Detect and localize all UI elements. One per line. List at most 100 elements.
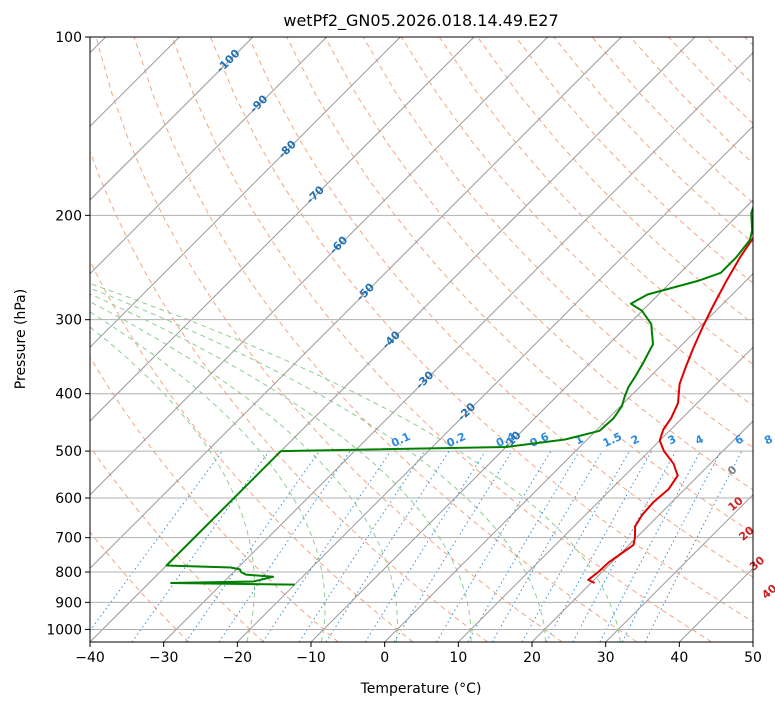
mixing-ratio-line bbox=[545, 450, 653, 642]
mixing-ratio-line bbox=[298, 450, 425, 642]
isotherm-label: -60 bbox=[327, 233, 350, 256]
y-tick-label: 800 bbox=[55, 565, 82, 581]
x-tick-label: −10 bbox=[296, 650, 326, 666]
moist-adiabat bbox=[90, 326, 256, 642]
temperature-line bbox=[587, 236, 753, 584]
dry-adiabat bbox=[90, 445, 264, 642]
x-tick-label: 30 bbox=[597, 650, 615, 666]
mixing-ratio-line bbox=[393, 450, 513, 642]
isotherm-line bbox=[531, 420, 753, 642]
x-tick-label: 0 bbox=[380, 650, 389, 666]
mixing-ratio-label: 8 bbox=[762, 432, 774, 447]
x-tick-label: 10 bbox=[449, 650, 467, 666]
isotherm-line bbox=[310, 199, 753, 642]
dry-adiabat bbox=[133, 37, 638, 642]
isotherm-line bbox=[90, 37, 622, 570]
moist-adiabat-label: 0 bbox=[725, 463, 739, 478]
isotherm-line bbox=[163, 51, 753, 642]
y-tick-label: 900 bbox=[55, 595, 82, 611]
x-tick-label: 20 bbox=[523, 650, 541, 666]
isotherm-line bbox=[236, 125, 753, 642]
dry-adiabat bbox=[210, 37, 753, 623]
plot-frame bbox=[89, 36, 754, 643]
mixing-ratio-line bbox=[364, 450, 486, 642]
dry-adiabat bbox=[515, 37, 753, 284]
isotherm-line bbox=[384, 272, 753, 642]
isotherm-line bbox=[90, 37, 401, 349]
y-tick-label: 400 bbox=[55, 387, 82, 403]
y-tick-label: 500 bbox=[55, 444, 82, 460]
mixing-ratio-line bbox=[572, 450, 677, 642]
isotherm-line bbox=[90, 37, 475, 422]
x-tick-label: −40 bbox=[75, 650, 105, 666]
mixing-ratio-label: 4 bbox=[693, 432, 706, 447]
moist-adiabat bbox=[90, 293, 472, 642]
moist-adiabat-label: 10 bbox=[726, 494, 746, 514]
mixing-ratio-line bbox=[218, 450, 351, 642]
moist-adiabat-label: 40 bbox=[759, 582, 775, 602]
isotherm-line bbox=[90, 37, 549, 496]
x-tick-label: 40 bbox=[670, 650, 688, 666]
dewpoint-line bbox=[165, 205, 753, 586]
isotherm-line bbox=[752, 641, 753, 642]
dry-adiabat bbox=[477, 37, 753, 325]
sounding-profiles bbox=[165, 205, 753, 586]
x-tick-label: −20 bbox=[223, 650, 253, 666]
y-tick-label: 600 bbox=[55, 491, 82, 507]
dry-adiabat bbox=[668, 37, 753, 125]
dry-adiabat bbox=[90, 259, 414, 642]
dry-adiabat bbox=[591, 37, 753, 204]
pressure-grid bbox=[90, 37, 753, 630]
y-tick-label: 200 bbox=[55, 208, 82, 224]
y-tick-label: 300 bbox=[55, 313, 82, 329]
y-tick-label: 100 bbox=[55, 30, 82, 46]
x-axis: −40 −30 −20 −10 0 10 20 30 40 50 bbox=[75, 642, 762, 666]
y-tick-label: 700 bbox=[55, 531, 82, 547]
chart-title: wetPf2_GN05.2026.018.14.49.E27 bbox=[283, 11, 558, 31]
mixing-ratio-line bbox=[185, 450, 320, 642]
moist-adiabat bbox=[90, 301, 398, 642]
isotherm-line bbox=[90, 37, 254, 201]
dry-adiabat bbox=[553, 37, 753, 244]
dry-adiabat bbox=[90, 531, 190, 642]
mixing-ratio-label: 3 bbox=[666, 432, 678, 447]
mixing-ratio-line bbox=[262, 450, 392, 642]
mixing-ratio-line bbox=[131, 450, 270, 642]
mixing-ratio-line bbox=[90, 450, 223, 632]
x-tick-label: −30 bbox=[149, 650, 179, 666]
mixing-ratio-line bbox=[467, 450, 580, 642]
dry-adiabat bbox=[95, 37, 563, 642]
mixing-ratio-label: 1.5 bbox=[601, 430, 624, 450]
dry-adiabat bbox=[90, 149, 488, 642]
isotherm-line bbox=[605, 493, 753, 642]
isotherm-line bbox=[457, 346, 753, 642]
isotherm-line bbox=[90, 37, 328, 275]
dry-adiabat bbox=[438, 37, 753, 365]
isotherm-line bbox=[678, 567, 753, 642]
mixing-ratio-label: 2 bbox=[629, 432, 641, 447]
moist-adiabat-label: 20 bbox=[736, 523, 756, 543]
y-axis-title: Pressure (hPa) bbox=[13, 289, 29, 389]
moist-adiabat-labels: 0 10 20 30 40 bbox=[725, 463, 775, 602]
y-axis: 100 200 300 400 500 600 700 800 900 1000 bbox=[46, 30, 90, 638]
mixing-ratio-label: 0.1 bbox=[389, 430, 412, 450]
moist-adiabat bbox=[90, 311, 326, 642]
dry-adiabat bbox=[400, 37, 753, 407]
dry-adiabat bbox=[744, 37, 753, 46]
dry-adiabat bbox=[706, 37, 753, 86]
y-tick-label: 1000 bbox=[46, 622, 82, 638]
dry-adiabat bbox=[171, 37, 712, 642]
x-axis-title: Temperature (°C) bbox=[360, 681, 482, 697]
isotherm-label: -20 bbox=[455, 400, 478, 423]
mixing-ratio-line bbox=[435, 450, 552, 642]
mixing-ratio-label: 6 bbox=[733, 432, 746, 447]
mixing-ratio-line bbox=[599, 450, 701, 642]
moist-adiabat bbox=[90, 287, 547, 642]
mixing-ratio-label: 0.6 bbox=[528, 430, 551, 450]
dry-adiabat bbox=[90, 356, 339, 642]
moist-adiabat-label: 30 bbox=[747, 553, 767, 573]
x-tick-label: 50 bbox=[744, 650, 762, 666]
dry-adiabat bbox=[248, 37, 753, 578]
mixing-ratio-line bbox=[325, 450, 450, 642]
